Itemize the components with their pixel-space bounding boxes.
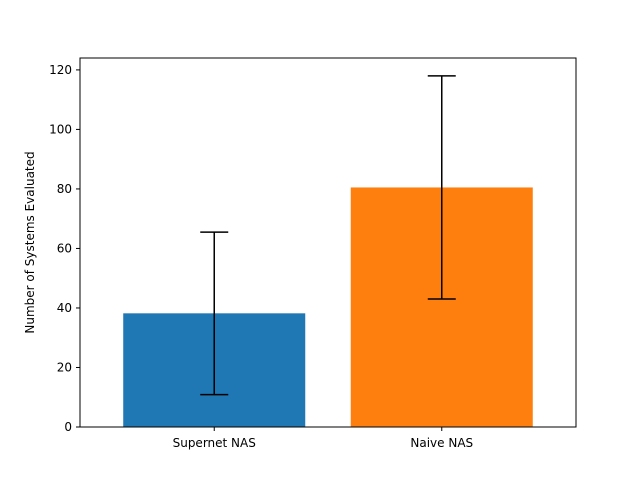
- y-tick-label: 20: [57, 360, 72, 374]
- y-tick-label: 0: [64, 420, 72, 434]
- y-tick: 120: [49, 63, 80, 77]
- y-tick: 20: [57, 360, 80, 374]
- x-axis-ticks: Supernet NAS Naive NAS: [173, 427, 473, 450]
- x-tick-label: Supernet NAS: [173, 436, 256, 450]
- y-tick-label: 40: [57, 301, 72, 315]
- x-tick: Supernet NAS: [173, 427, 256, 450]
- y-tick-label: 60: [57, 241, 72, 255]
- error-bar: [427, 75, 456, 300]
- y-tick: 100: [49, 122, 80, 136]
- bars-group: [123, 187, 533, 427]
- error-bar: [200, 231, 229, 396]
- y-axis-label: Number of Systems Evaluated: [23, 151, 37, 333]
- x-tick-label: Naive NAS: [410, 436, 473, 450]
- x-tick: Naive NAS: [410, 427, 473, 450]
- y-tick: 40: [57, 301, 80, 315]
- y-tick-label: 100: [49, 122, 72, 136]
- plot-frame: [79, 57, 577, 428]
- y-axis-ticks: 0 20 40 60 80 100 120: [49, 63, 80, 434]
- y-tick: 80: [57, 182, 80, 196]
- y-tick-label: 80: [57, 182, 72, 196]
- y-tick-label: 120: [49, 63, 72, 77]
- error-bars-group: [200, 75, 456, 396]
- y-tick: 60: [57, 241, 80, 255]
- y-tick: 0: [64, 420, 80, 434]
